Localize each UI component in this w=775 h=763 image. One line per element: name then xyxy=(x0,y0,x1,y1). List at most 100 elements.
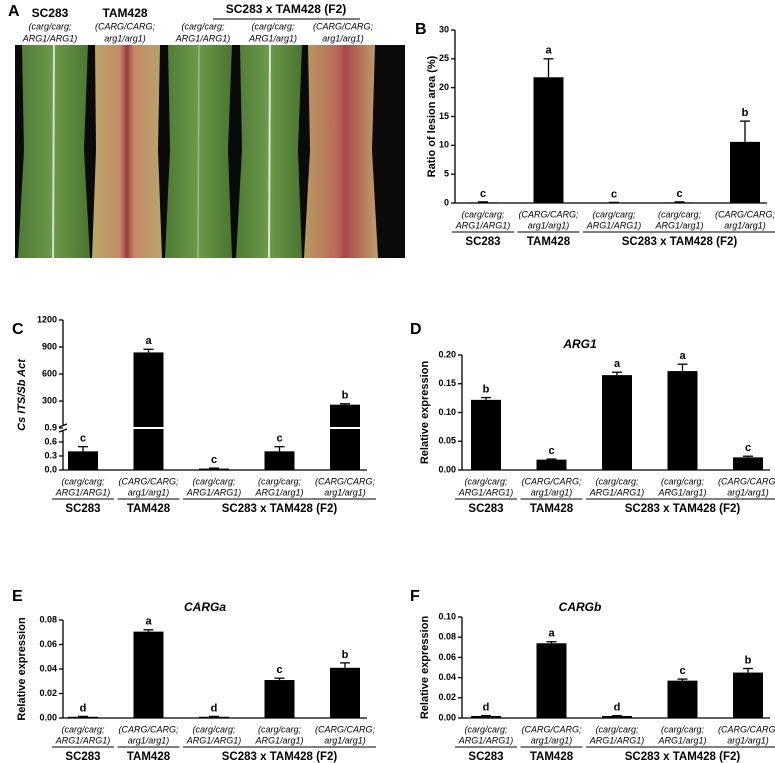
group-label: SC283 x TAM428 (F2) xyxy=(625,503,741,515)
group-label: SC283 xyxy=(65,751,100,763)
x-tick-label: (CARG/CARG; xyxy=(118,476,179,486)
group-label: TAM428 xyxy=(127,503,171,515)
group-label: SC283 x TAM428 (F2) xyxy=(226,2,347,16)
genotype: arg1/arg1) xyxy=(104,33,146,43)
genotype: ARG1/ARG1) xyxy=(22,33,78,43)
significance-letter: a xyxy=(679,350,686,362)
x-tick-label: ARG1/arg1) xyxy=(654,220,703,230)
bar xyxy=(602,715,632,718)
bar xyxy=(602,375,632,470)
x-tick-label: (CARG/CARG; xyxy=(715,209,775,219)
x-tick-label: arg1/arg1) xyxy=(128,487,170,497)
column-name: TAM428 xyxy=(102,6,147,20)
bar xyxy=(536,643,567,718)
bar xyxy=(133,631,164,718)
x-tick-label: (CARG/CARG; xyxy=(315,724,376,734)
x-tick-label: ARG1/ARG1) xyxy=(458,487,514,497)
genotype: (carg/carg; xyxy=(181,21,225,31)
significance-letter: b xyxy=(742,107,749,119)
y-tick-label: 15 xyxy=(439,111,449,121)
column-name: SC283 xyxy=(32,6,69,20)
bar xyxy=(471,715,501,718)
y-tick-label: 10 xyxy=(439,140,449,150)
genotype: arg1/arg1) xyxy=(322,33,364,43)
chart-title: CARGa xyxy=(184,600,226,614)
significance-letter: d xyxy=(614,702,621,714)
group-label: TAM428 xyxy=(527,236,571,248)
significance-letter: a xyxy=(145,616,152,628)
group-label: SC283 x TAM428 (F2) xyxy=(622,236,738,248)
x-tick-label: ARG1/ARG1) xyxy=(589,487,645,497)
y-tick-label: 0.00 xyxy=(438,464,456,474)
y-tick-label: 0.02 xyxy=(39,688,57,698)
significance-letter: c xyxy=(676,188,682,200)
y-axis-label: Relative expression xyxy=(419,616,431,720)
genotype: (CARG/CARG; xyxy=(95,21,156,31)
group-label: SC283 x TAM428 (F2) xyxy=(222,751,338,763)
significance-letter: a xyxy=(614,358,621,370)
bar xyxy=(468,202,498,204)
x-tick-label: ARG1/ARG1) xyxy=(586,220,642,230)
group-label: SC283 xyxy=(465,236,500,248)
significance-letter: c xyxy=(548,445,554,457)
bar xyxy=(533,77,564,203)
y-tick-label: 0 xyxy=(444,197,449,207)
bar xyxy=(536,459,567,470)
x-tick-label: ARG1/ARG1) xyxy=(55,735,111,745)
y-tick-label: 600 xyxy=(42,368,57,378)
x-tick-label: (carg/carg; xyxy=(192,724,236,734)
bar xyxy=(667,680,698,718)
significance-letter: c xyxy=(745,442,751,454)
x-tick-label: arg1/arg1) xyxy=(324,735,366,745)
bar xyxy=(133,352,164,470)
x-tick-label: ARG1/ARG1) xyxy=(589,735,645,745)
group-label: TAM428 xyxy=(127,751,171,763)
y-tick-label: 0.08 xyxy=(438,632,456,642)
group-label: SC283 xyxy=(468,503,503,515)
x-tick-label: (carg/carg; xyxy=(461,209,505,219)
photo xyxy=(15,18,405,259)
y-tick-label: 0.10 xyxy=(438,611,456,621)
bar xyxy=(264,451,295,470)
bar xyxy=(733,457,763,470)
x-tick-label: (carg/carg; xyxy=(258,476,302,486)
y-tick-label: 30 xyxy=(439,24,449,34)
x-tick-label: arg1/arg1) xyxy=(128,735,170,745)
bar xyxy=(264,680,295,718)
x-tick-label: (CARG/CARG; xyxy=(718,476,775,486)
significance-letter: c xyxy=(611,188,617,200)
panel-letter: B xyxy=(415,21,427,38)
genotype: (carg/carg; xyxy=(28,21,72,31)
y-axis-label: Ratio of lesion area (%) xyxy=(426,55,438,177)
bar xyxy=(68,716,98,718)
x-tick-label: ARG1/ARG1) xyxy=(186,735,242,745)
y-tick-label: 0.10 xyxy=(438,407,456,417)
y-tick-label: 0.15 xyxy=(438,378,456,388)
group-label: TAM428 xyxy=(530,751,574,763)
significance-letter: b xyxy=(745,654,752,666)
x-tick-label: (CARG/CARG; xyxy=(518,209,579,219)
x-tick-label: ARG1/arg1) xyxy=(254,735,303,745)
x-tick-label: arg1/arg1) xyxy=(724,220,766,230)
bar xyxy=(330,404,360,470)
y-axis-label: Relative expression xyxy=(419,361,431,465)
significance-letter: c xyxy=(211,454,217,466)
chart-title: ARG1 xyxy=(562,337,597,351)
panel-letter: F xyxy=(410,588,420,605)
significance-letter: a xyxy=(545,45,552,57)
x-tick-label: arg1/arg1) xyxy=(727,487,769,497)
x-tick-label: ARG1/ARG1) xyxy=(455,220,511,230)
genotype: (carg/carg; xyxy=(251,21,295,31)
x-tick-label: (CARG/CARG; xyxy=(521,476,582,486)
leaf xyxy=(92,45,162,258)
axis-break xyxy=(58,428,68,433)
x-tick-label: (carg/carg; xyxy=(61,476,105,486)
y-axis-label: Relative expression xyxy=(16,617,28,721)
y-tick-label: 0.04 xyxy=(438,672,456,682)
x-tick-label: (carg/carg; xyxy=(464,724,508,734)
x-tick-label: arg1/arg1) xyxy=(531,487,573,497)
midrib xyxy=(197,44,200,259)
x-tick-label: (CARG/CARG; xyxy=(118,724,179,734)
group-label: SC283 xyxy=(65,503,100,515)
